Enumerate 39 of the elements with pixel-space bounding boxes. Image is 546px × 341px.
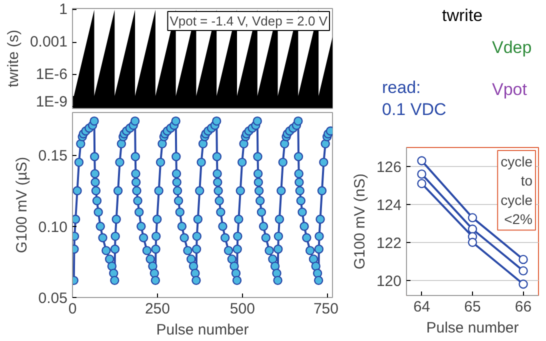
y-tick-label: 0.05 <box>38 290 68 307</box>
annotation: Vpot = -1.4 V, Vdep = 2.0 V <box>170 14 328 28</box>
y-axis-title: G100 mV (µS) <box>13 156 30 254</box>
point <box>518 254 528 264</box>
text: twrite <box>442 5 483 27</box>
y-tick-label: 0.10 <box>38 218 68 236</box>
point <box>468 213 478 222</box>
annotation: cycle to cycle <2% <box>500 154 533 228</box>
point <box>468 238 478 247</box>
point <box>518 280 528 289</box>
y-tick-label: 1E-6 <box>36 66 68 83</box>
point <box>518 266 528 276</box>
x-tick-label: 66 <box>514 298 532 316</box>
y-tick-label: 126 <box>376 158 402 176</box>
point <box>417 169 426 179</box>
text: Vdep <box>492 37 532 59</box>
x-tick-label: 750 <box>313 300 339 318</box>
x-tick-label: 500 <box>230 300 255 318</box>
y-tick-label: 120 <box>376 272 402 290</box>
point <box>417 156 426 166</box>
x-tick-label: 65 <box>464 298 481 316</box>
y-tick-label: 122 <box>376 234 402 252</box>
text: Vpot <box>492 79 527 101</box>
y-axis-title: twrite (s) <box>4 30 22 88</box>
y-tick-label: 0.001 <box>30 34 68 51</box>
x-axis-title: Pulse number <box>426 320 519 336</box>
x-tick-label: 64 <box>413 298 430 316</box>
x-axis-title: Pulse number <box>156 322 249 338</box>
x-tick-label: 250 <box>144 300 170 318</box>
y-tick-label: 1 <box>59 1 68 18</box>
text: 0.1 VDC <box>382 99 446 121</box>
point <box>468 224 478 234</box>
y-axis-title: G100 mV (nS) <box>351 174 368 270</box>
y-tick-label: 1E-9 <box>36 94 68 110</box>
x-tick-label: 0 <box>68 300 77 318</box>
y-tick-label: 0.15 <box>38 148 68 165</box>
text: read: <box>382 77 421 99</box>
point <box>417 178 426 188</box>
y-tick-label: 124 <box>376 196 402 214</box>
